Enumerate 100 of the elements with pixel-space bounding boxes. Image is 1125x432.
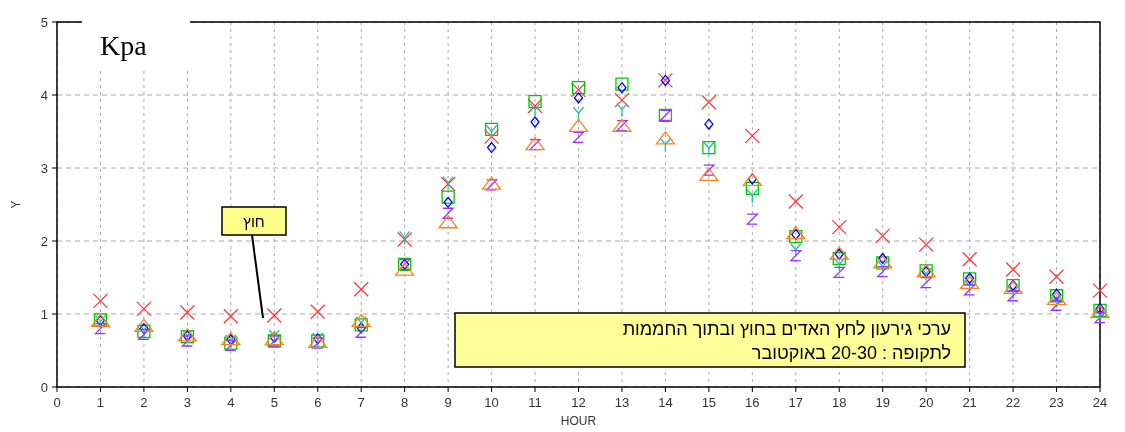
point	[438, 215, 458, 229]
point	[530, 116, 540, 128]
point	[790, 249, 802, 262]
x-tick-label: 5	[270, 395, 278, 410]
point	[963, 284, 976, 296]
x-tick-label: 19	[875, 395, 890, 410]
point	[614, 92, 630, 108]
point	[746, 189, 758, 204]
point	[704, 118, 714, 130]
point	[94, 322, 107, 335]
point	[92, 293, 109, 309]
point	[963, 279, 976, 294]
point	[1092, 282, 1108, 299]
point	[877, 266, 889, 278]
x-axis-title: HOUR	[560, 414, 597, 428]
annotation: חוץ	[243, 213, 265, 230]
point	[134, 318, 154, 333]
point	[485, 124, 498, 140]
point	[833, 257, 845, 273]
point	[920, 276, 932, 289]
point	[483, 128, 500, 145]
x-tick-label: 23	[1049, 395, 1064, 410]
point	[527, 98, 543, 114]
y-axis-title: Y	[9, 200, 23, 209]
point	[746, 213, 758, 225]
point	[1050, 299, 1063, 311]
x-tick-label: 1	[96, 395, 105, 410]
point	[484, 122, 499, 136]
point	[1094, 308, 1106, 324]
point	[266, 307, 282, 324]
annotation: ערכי גירעון לחץ האדים בחוץ ובתוך החממות לתקופה : 20-30 באוקטובר	[622, 319, 951, 363]
point	[568, 118, 589, 133]
x-tick-label: 13	[614, 395, 630, 410]
point	[528, 94, 542, 109]
x-tick-label: 24	[1092, 395, 1108, 410]
point	[1007, 290, 1019, 302]
x-tick-label: 4	[227, 395, 235, 410]
point	[616, 102, 628, 118]
point	[351, 313, 371, 327]
point	[442, 207, 454, 219]
y-tick-label: 3	[40, 161, 48, 176]
point	[744, 128, 760, 144]
point	[877, 259, 889, 275]
x-tick-label: 8	[401, 395, 409, 410]
point	[1050, 294, 1063, 309]
point	[790, 243, 802, 258]
point	[1048, 269, 1065, 285]
point	[310, 304, 326, 320]
annotation: Kpa	[100, 30, 148, 61]
y-tick-label: 2	[40, 234, 48, 249]
x-tick-label: 12	[571, 395, 586, 410]
point	[699, 167, 719, 181]
y-tick-label: 5	[40, 15, 48, 30]
x-tick-label: 2	[140, 395, 148, 410]
point	[786, 226, 806, 240]
point	[136, 301, 152, 317]
point	[395, 262, 415, 276]
x-tick-label: 6	[314, 395, 322, 410]
x-tick-label: 21	[962, 395, 977, 410]
point	[1094, 312, 1106, 324]
point	[1005, 261, 1021, 278]
point	[441, 190, 455, 204]
x-tick-label: 17	[788, 395, 804, 410]
point	[223, 308, 239, 324]
y-tick-label: 4	[40, 88, 48, 103]
point	[745, 181, 759, 196]
point	[355, 326, 367, 338]
point	[443, 196, 453, 208]
point	[529, 102, 541, 118]
x-tick-label: 3	[183, 395, 191, 410]
point	[833, 266, 845, 279]
point	[221, 331, 241, 346]
point	[701, 94, 717, 110]
point	[659, 137, 672, 153]
point	[617, 82, 627, 94]
y-tick-label: 0	[40, 380, 48, 395]
point	[179, 304, 196, 321]
point	[832, 251, 846, 266]
point	[875, 228, 891, 244]
point	[138, 328, 150, 341]
point	[1007, 285, 1019, 300]
x-tick-label: 11	[528, 395, 542, 410]
x-tick-label: 18	[832, 395, 847, 410]
x-tick-label: 20	[918, 395, 934, 410]
point	[742, 172, 762, 187]
x-tick-label: 9	[444, 395, 452, 410]
point	[918, 237, 934, 253]
x-tick-label: 15	[701, 395, 717, 410]
y-tick-label: 1	[40, 307, 48, 322]
point	[572, 131, 585, 143]
x-tick-label: 14	[658, 395, 673, 410]
point	[573, 92, 584, 104]
x-tick-label: 0	[53, 395, 61, 410]
x-tick-label: 7	[357, 395, 365, 410]
point	[961, 251, 978, 267]
x-tick-label: 22	[1005, 395, 1021, 410]
point	[615, 77, 629, 91]
point	[831, 219, 847, 235]
point	[486, 141, 497, 154]
point	[920, 267, 932, 282]
